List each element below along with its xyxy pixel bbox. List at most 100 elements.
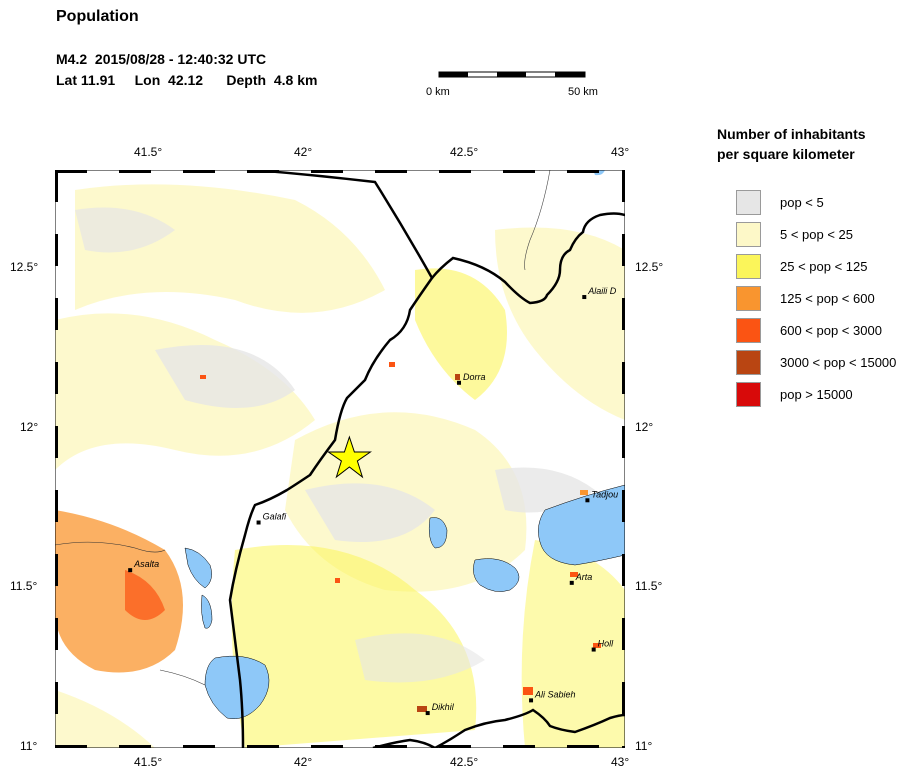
density-hotspot [417,706,427,712]
frame-segment [183,170,215,173]
legend-swatch [736,222,761,247]
density-hotspot [593,643,601,648]
legend-title-line-2: per square kilometer [717,146,855,162]
city-marker [582,295,587,300]
gulf-water [538,484,625,566]
border-line [431,212,625,305]
frame-segment [503,170,535,173]
city-label: Arta [575,572,593,582]
scale-label-right: 50 km [568,86,598,98]
border-line [372,708,625,748]
density-hotspot [580,490,588,495]
frame-segment [622,618,625,650]
frame-segment [622,298,625,330]
frame-segment [55,490,58,522]
water-bodies [184,170,625,719]
frame-segment [622,490,625,522]
legend-label: pop > 15000 [780,387,853,402]
frame-segment [55,298,58,330]
lat-tick-right-1: 12.5° [635,260,664,274]
scale-bar [438,71,586,78]
density-hotspot [523,687,533,695]
frame-segment [55,234,58,266]
scale-label-left: 0 km [426,86,450,98]
lake-small [428,517,448,549]
page-title: Population [56,8,139,25]
legend-label: pop < 5 [780,195,824,210]
frame-segment [55,745,87,748]
region-line [55,541,166,553]
city-marker [585,498,590,503]
frame-segment [55,618,58,650]
frame-segment [622,234,625,266]
frame-segment [247,745,279,748]
lat-tick-right-3: 11.5° [635,579,663,593]
lon-tick-top-4: 43° [611,145,630,159]
city-label: Holl [598,639,615,649]
frame-segment [622,682,625,714]
city-label: Galafi [263,512,288,522]
legend-swatch [736,382,761,407]
city-marker [529,698,534,703]
frame-segment [439,745,471,748]
city-marker [128,568,133,573]
frame-segment [119,170,151,173]
frame-segment [375,170,407,173]
legend-label: 125 < pop < 600 [780,291,875,306]
lat-tick-left-4: 11° [20,739,38,753]
frame-segment [311,745,343,748]
frame-segment [622,746,625,748]
lat-tick-left-2: 12° [20,420,39,434]
lake-abbe [204,655,270,719]
city-marker [425,711,430,716]
legend-swatch [736,254,761,279]
frame-segment [311,170,343,173]
lon-tick-bottom-2: 42° [294,755,313,769]
legend-title-line-1: Number of inhabitants [717,126,866,142]
border-line [228,170,434,748]
lake-narrow [201,594,213,629]
frame-segment [55,682,58,714]
frame-segment [55,170,87,173]
city-marker [457,380,462,385]
population-map[interactable]: Dorra Alaili D Galafi Tadjou Asalta Arta Holl A… [55,170,625,748]
lake-afrera [184,547,212,589]
frame-segment [622,554,625,586]
frame-ticks [55,170,625,748]
lon-tick-bottom-3: 42.5° [450,755,479,769]
frame-segment [622,362,625,394]
legend-swatch [736,318,761,343]
frame-segment [55,426,58,458]
density-hotspot [200,375,206,379]
lon-tick-top-2: 42° [294,145,313,159]
frame-segment [55,554,58,586]
frame-segment [119,745,151,748]
density-layer [55,184,625,748]
lon-tick-top-3: 42.5° [450,145,479,159]
lon-tick-bottom-4: 43° [611,755,630,769]
lat-tick-right-2: 12° [635,420,654,434]
lat-tick-left-3: 11.5° [10,579,38,593]
lon-tick-bottom-1: 41.5° [134,755,163,769]
frame-segment [55,746,58,748]
legend-label: 600 < pop < 3000 [780,323,882,338]
frame-segment [247,170,279,173]
frame-segment [439,170,471,173]
lon-tick-top-1: 41.5° [134,145,163,159]
frame-segment [503,745,535,748]
frame-segment [55,362,58,394]
legend-label: 5 < pop < 25 [780,227,854,242]
frame-segment [622,170,625,202]
lat-tick-left-1: 12.5° [10,260,39,274]
legend-title: Number of inhabitants per square kilomet… [717,124,866,164]
density-hotspot [389,362,395,367]
frame-segment [567,170,599,173]
legend-swatch [736,350,761,375]
location-info: Lat 11.91 Lon 42.12 Depth 4.8 km [56,72,318,88]
city-label: Ali Sabieh [534,689,576,699]
frame-segment [183,745,215,748]
city-label: Asalta [133,559,159,569]
star-icon [326,435,372,479]
event-info: M4.2 2015/08/28 - 12:40:32 UTC [56,51,267,67]
city-label: Dorra [463,372,486,382]
